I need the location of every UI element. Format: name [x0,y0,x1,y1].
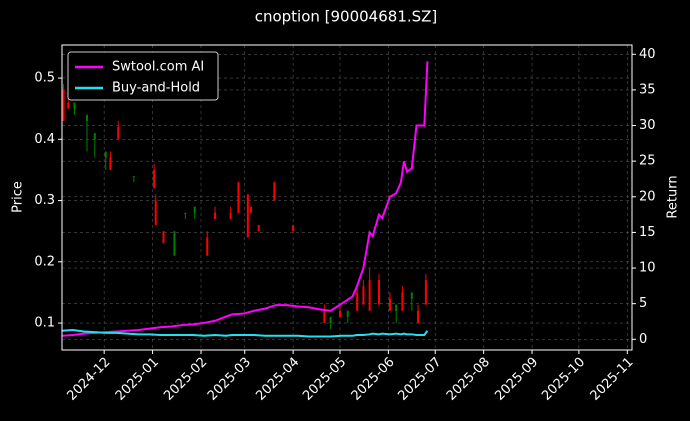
y2-tick-label: 10 [639,261,656,276]
candle-body [356,292,359,311]
candle-body [292,225,295,232]
candle-body [173,231,176,256]
candle-body [206,237,209,256]
candle-body [104,151,107,158]
candle-body [388,298,391,311]
candle-body [273,182,276,201]
candle-body [368,280,371,311]
y-tick-label: 0.1 [34,316,55,331]
candle-body [237,182,240,213]
y2-tick-label: 0 [639,332,647,347]
legend: Swtool.com AI Buy-and-Hold [67,51,219,101]
candle-body [378,280,381,305]
chart-title: cnoption [90004681.SZ] [255,8,438,26]
y2-tick-label: 25 [639,154,656,169]
candle-body [338,310,341,317]
candle-body [153,169,156,189]
candle-body [109,157,112,170]
candle-body [67,102,70,109]
candle-body [395,304,398,311]
candle-body [229,212,232,219]
candle-body [193,206,196,213]
y2-tick-label: 15 [639,225,656,240]
y2-tick-label: 40 [639,47,656,62]
candle-body [214,212,217,219]
candle-body [329,316,332,324]
candle-body [154,200,157,226]
candle-body [246,194,249,238]
candle-body [132,176,135,178]
candle-body [410,292,413,299]
y-tick-label: 0.5 [34,71,55,86]
y-tick-label: 0.4 [34,132,55,147]
legend-box [67,51,219,101]
candle-body [417,310,420,324]
series-line [61,329,429,338]
candle-body [85,114,88,121]
legend-label: Swtool.com AI [112,60,204,75]
y2-tick-label: 5 [639,296,647,311]
candle-body [249,206,252,213]
y2-tick-label: 20 [639,189,656,204]
y-tick-label: 0.2 [34,254,55,269]
candle-body [184,212,187,214]
y2-tick-label: 35 [639,82,656,97]
series-line [61,61,429,337]
candle-body [93,133,96,140]
y2-tick-label: 30 [639,118,656,133]
candle-body [401,292,404,311]
plot-frame [61,44,633,351]
candle-body [257,225,260,232]
y-tick-label: 0.3 [34,193,55,208]
y-axis-label: Price [11,181,26,213]
candle-body [73,102,76,109]
candle-body [362,286,365,305]
candle-body [62,90,65,121]
candle-body [323,310,326,324]
candle-body [117,127,120,140]
legend-label: Buy-and-Hold [112,81,200,96]
y2-axis-label: Return [666,175,681,218]
candle-body [346,310,349,317]
candle-body [162,231,165,244]
candle-body [424,280,427,305]
